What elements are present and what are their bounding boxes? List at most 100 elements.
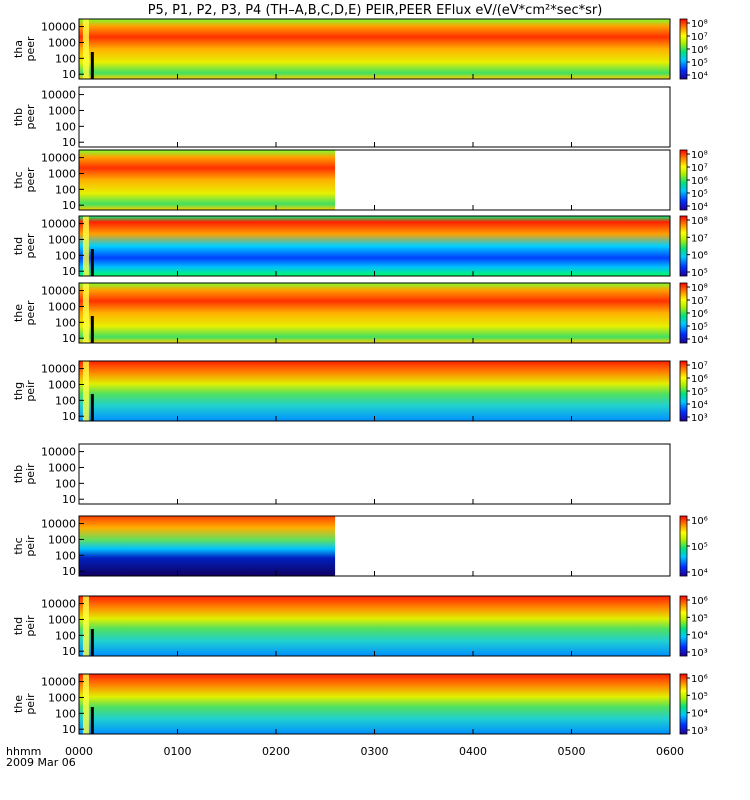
colorbar-label: 10⁵ — [691, 58, 708, 69]
y-tick-label: 100 — [55, 249, 76, 262]
spectrogram-panel: 10000 1000 100 10 the peir 10⁶ 10⁵ 10⁴ 10³ — [12, 673, 708, 737]
y-tick-label: 10000 — [41, 152, 76, 165]
data-gap-marker — [90, 707, 94, 734]
y-axis-label: thc — [12, 171, 25, 188]
colorbar-label: 10⁷ — [691, 296, 708, 307]
y-tick-label: 10000 — [41, 285, 76, 298]
x-tick-label: 0300 — [361, 745, 389, 758]
y-axis-label: thb — [12, 465, 25, 483]
spectrogram-data — [79, 516, 336, 576]
colorbar-label: 10⁸ — [691, 19, 708, 30]
colorbar-label: 10⁴ — [691, 71, 708, 82]
y-tick-label: 100 — [55, 477, 76, 490]
colorbar-label: 10⁷ — [691, 361, 708, 372]
colorbar-label: 10⁴ — [691, 202, 708, 213]
y-tick-label: 100 — [55, 394, 76, 407]
colorbar-label: 10⁶ — [691, 596, 708, 607]
colorbar — [679, 215, 688, 277]
colorbar-label: 10⁵ — [691, 268, 708, 279]
colorbar-label: 10⁶ — [691, 309, 708, 320]
spectrogram-data — [79, 361, 670, 421]
data-gap-band — [82, 283, 89, 343]
spectrogram-panel: 10000 1000 100 10 thg peir 10⁷ 10⁶ 10⁵ 10⁴ 10³ — [12, 360, 708, 424]
panel-frame — [78, 443, 671, 505]
y-tick-label: 1000 — [48, 613, 76, 626]
data-gap-marker — [90, 394, 94, 421]
y-axis-label: peir — [24, 535, 37, 557]
y-axis-label: peer — [24, 167, 37, 193]
y-axis-label: peer — [24, 104, 37, 130]
colorbar-label: 10⁵ — [691, 189, 708, 200]
y-tick-label: 1000 — [48, 233, 76, 246]
y-axis-label: the — [12, 695, 25, 713]
spectrogram-data — [79, 283, 670, 343]
x-tick-label: 0100 — [164, 745, 192, 758]
y-axis-label: peer — [24, 36, 37, 62]
colorbar-label: 10⁴ — [691, 709, 708, 720]
colorbar-label: 10⁶ — [691, 45, 708, 56]
colorbar — [679, 515, 688, 577]
spectrogram-data — [79, 19, 670, 79]
y-tick-label: 100 — [55, 549, 76, 562]
y-axis-label: peir — [24, 463, 37, 485]
x-tick-label: 0400 — [459, 745, 487, 758]
y-tick-label: 1000 — [48, 300, 76, 313]
data-gap-band — [82, 361, 89, 421]
colorbar-label: 10⁵ — [691, 387, 708, 398]
y-axis-label: thg — [12, 382, 25, 400]
y-tick-label: 100 — [55, 52, 76, 65]
y-axis-label: peer — [24, 300, 37, 326]
y-tick-label: 10 — [62, 565, 76, 578]
spectrogram-panel: 10000 1000 100 10 thb peir — [12, 443, 671, 506]
time-axis: 0000 0100 0200 0300 0400 0500 0600 — [65, 745, 684, 758]
y-tick-label: 1000 — [48, 104, 76, 117]
colorbar-label: 10⁷ — [691, 233, 708, 244]
y-tick-label: 10 — [62, 645, 76, 658]
y-tick-label: 10 — [62, 68, 76, 81]
y-tick-label: 10000 — [41, 21, 76, 34]
colorbar — [679, 595, 688, 657]
colorbar — [679, 282, 688, 344]
spectrogram-panel: 10000 1000 100 10 thb peer — [12, 86, 671, 149]
data-gap-marker — [90, 249, 94, 276]
data-gap-band — [82, 674, 89, 734]
y-tick-label: 100 — [55, 316, 76, 329]
spectrogram-panel: 10000 1000 100 10 the peer 10⁸ 10⁷ 10⁶ 10⁵ 10⁴ — [12, 282, 708, 346]
y-tick-label: 10 — [62, 723, 76, 736]
y-axis-label: peir — [24, 380, 37, 402]
y-tick-label: 10 — [62, 410, 76, 423]
x-tick-label: 0500 — [558, 745, 586, 758]
x-tick-label: 0200 — [262, 745, 290, 758]
spectrogram-panel: 10000 1000 100 10 thc peir 10⁶ 10⁵ 10⁴ — [12, 515, 708, 579]
colorbar-label: 10⁷ — [691, 163, 708, 174]
y-tick-label: 10 — [62, 493, 76, 506]
colorbar-label: 10³ — [691, 648, 708, 659]
y-tick-label: 1000 — [48, 533, 76, 546]
colorbar-label: 10⁴ — [691, 631, 708, 642]
spectrogram-panel: 10000 1000 100 10 thd peer 10⁸ 10⁷ 10⁶ 10⁵ — [12, 215, 708, 279]
data-gap-marker — [90, 316, 94, 343]
y-tick-label: 1000 — [48, 167, 76, 180]
colorbar — [679, 18, 688, 80]
colorbar-label: 10⁸ — [691, 150, 708, 161]
colorbar — [679, 360, 688, 422]
y-tick-label: 100 — [55, 120, 76, 133]
y-tick-label: 10000 — [41, 598, 76, 611]
y-tick-label: 1000 — [48, 461, 76, 474]
colorbar-label: 10⁵ — [691, 613, 708, 624]
colorbar-label: 10⁴ — [691, 568, 708, 579]
y-tick-label: 100 — [55, 707, 76, 720]
colorbar-label: 10⁵ — [691, 691, 708, 702]
y-tick-label: 10 — [62, 332, 76, 345]
y-axis-label: thb — [12, 108, 25, 126]
y-axis-label: peir — [24, 693, 37, 715]
y-axis-label: thd — [12, 617, 25, 635]
y-tick-label: 10000 — [41, 218, 76, 231]
x-tick-label: 0600 — [656, 745, 684, 758]
colorbar-label: 10⁶ — [691, 674, 708, 685]
y-tick-label: 10 — [62, 265, 76, 278]
spectrogram-data — [79, 216, 670, 276]
colorbar-label: 10⁶ — [691, 251, 708, 262]
